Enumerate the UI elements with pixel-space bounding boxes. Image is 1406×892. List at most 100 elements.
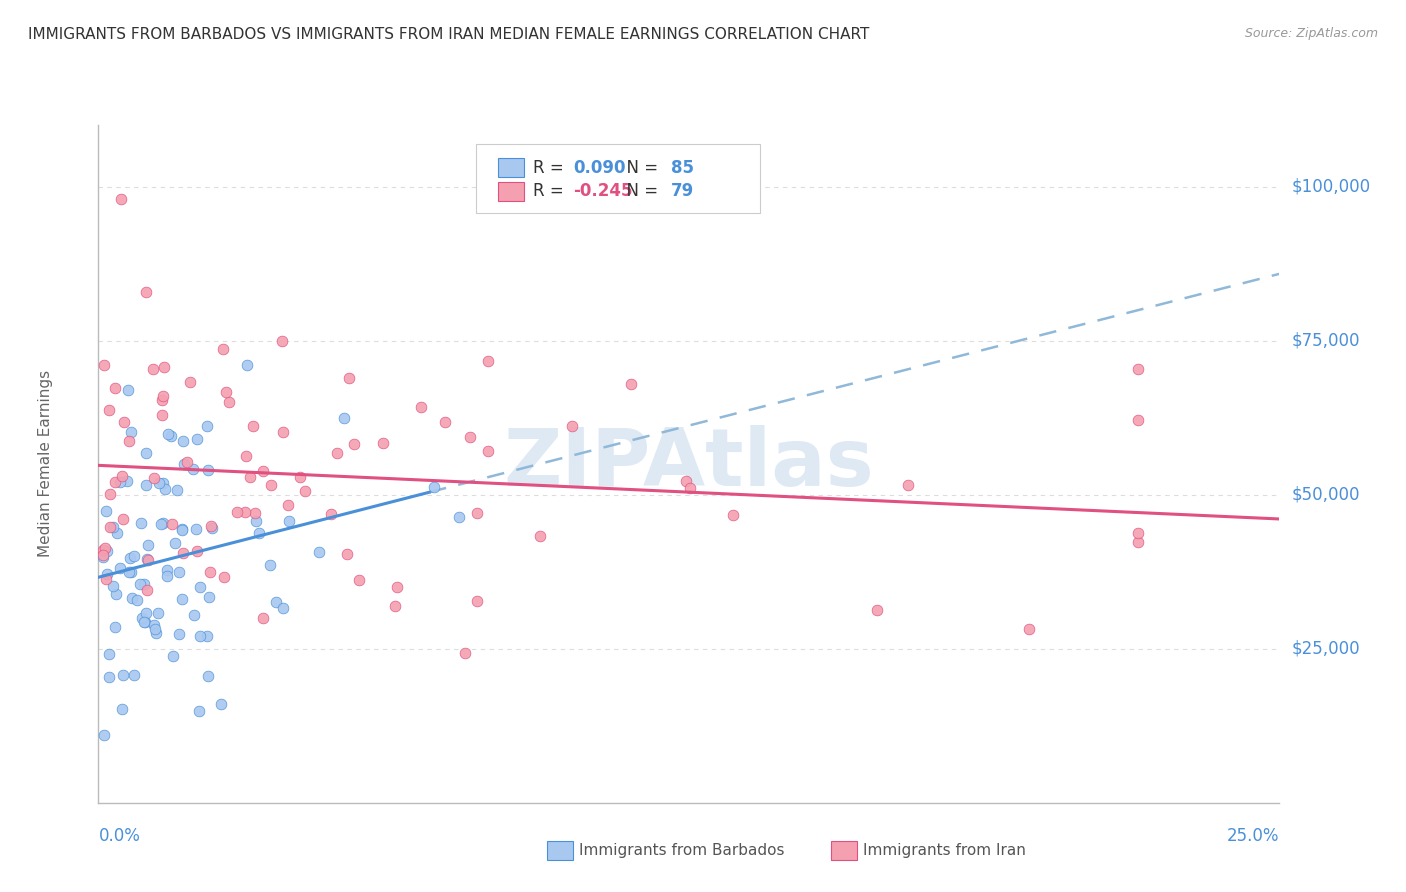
- Point: [138, 552, 160, 566]
- Point: [181, 462, 204, 476]
- Point: [101, 579, 124, 593]
- Point: [277, 515, 299, 529]
- Point: [212, 570, 235, 584]
- Point: [152, 359, 174, 374]
- Point: [188, 580, 211, 594]
- Point: [112, 415, 135, 429]
- Point: [110, 560, 132, 574]
- Point: [96, 567, 118, 582]
- Point: [343, 436, 366, 450]
- Point: [288, 470, 311, 484]
- Point: [188, 629, 211, 643]
- Point: [98, 520, 121, 534]
- Point: [93, 728, 115, 742]
- Point: [225, 505, 247, 519]
- Point: [134, 615, 156, 630]
- Point: [387, 580, 409, 594]
- Point: [122, 549, 145, 563]
- FancyBboxPatch shape: [477, 144, 759, 213]
- Point: [98, 487, 121, 501]
- Point: [156, 569, 179, 583]
- Point: [120, 550, 142, 565]
- Point: [477, 354, 499, 368]
- Text: Immigrants from Barbados: Immigrants from Barbados: [579, 843, 785, 858]
- Point: [167, 626, 190, 640]
- Point: [152, 475, 174, 490]
- Point: [239, 470, 262, 484]
- Point: [347, 573, 370, 587]
- Point: [270, 334, 292, 348]
- Point: [179, 375, 201, 389]
- Point: [1126, 525, 1149, 540]
- FancyBboxPatch shape: [547, 841, 574, 860]
- Point: [675, 474, 697, 488]
- Point: [104, 620, 127, 634]
- Point: [149, 517, 172, 532]
- Point: [117, 383, 139, 397]
- Point: [104, 380, 127, 394]
- Point: [170, 522, 193, 536]
- Point: [97, 647, 120, 661]
- Point: [200, 518, 222, 533]
- Point: [186, 432, 208, 446]
- Point: [142, 471, 165, 485]
- FancyBboxPatch shape: [498, 158, 523, 178]
- Point: [233, 505, 256, 519]
- Point: [104, 475, 127, 489]
- Point: [135, 552, 157, 566]
- Point: [561, 418, 583, 433]
- Point: [173, 457, 195, 471]
- Point: [198, 590, 221, 604]
- Point: [143, 618, 166, 632]
- Point: [101, 520, 124, 534]
- Text: 0.0%: 0.0%: [98, 827, 141, 845]
- Point: [146, 606, 169, 620]
- Text: IMMIGRANTS FROM BARBADOS VS IMMIGRANTS FROM IRAN MEDIAN FEMALE EARNINGS CORRELAT: IMMIGRANTS FROM BARBADOS VS IMMIGRANTS F…: [28, 27, 869, 42]
- Text: 0.090: 0.090: [574, 159, 626, 177]
- Point: [458, 430, 481, 444]
- Point: [201, 521, 224, 535]
- Point: [454, 646, 477, 660]
- Point: [125, 592, 148, 607]
- Point: [170, 523, 193, 537]
- Point: [118, 565, 141, 579]
- Text: 79: 79: [671, 182, 695, 201]
- Point: [721, 508, 744, 522]
- Point: [294, 483, 316, 498]
- Point: [148, 476, 170, 491]
- Point: [183, 607, 205, 622]
- Point: [145, 626, 167, 640]
- Point: [245, 514, 267, 528]
- Point: [135, 285, 157, 300]
- FancyBboxPatch shape: [831, 841, 856, 860]
- Point: [97, 403, 120, 417]
- Point: [156, 427, 179, 442]
- Point: [337, 370, 360, 384]
- Point: [110, 475, 132, 490]
- Point: [111, 702, 134, 716]
- Point: [134, 577, 156, 591]
- Text: $75,000: $75,000: [1291, 332, 1360, 350]
- Point: [195, 419, 218, 434]
- Point: [243, 506, 266, 520]
- Point: [152, 516, 174, 530]
- Point: [529, 529, 551, 543]
- Point: [94, 503, 117, 517]
- Point: [166, 483, 188, 498]
- Point: [1018, 622, 1040, 636]
- Text: Median Female Earnings: Median Female Earnings: [38, 370, 53, 558]
- Point: [94, 572, 117, 586]
- Point: [252, 611, 274, 625]
- Text: 85: 85: [671, 159, 695, 177]
- Point: [1126, 413, 1149, 427]
- Point: [218, 395, 240, 409]
- Point: [143, 623, 166, 637]
- Point: [308, 544, 330, 558]
- Point: [215, 385, 238, 400]
- Text: $25,000: $25,000: [1291, 640, 1360, 657]
- Point: [271, 425, 294, 439]
- Point: [105, 525, 128, 540]
- FancyBboxPatch shape: [498, 182, 523, 201]
- Point: [277, 499, 299, 513]
- Point: [129, 577, 152, 591]
